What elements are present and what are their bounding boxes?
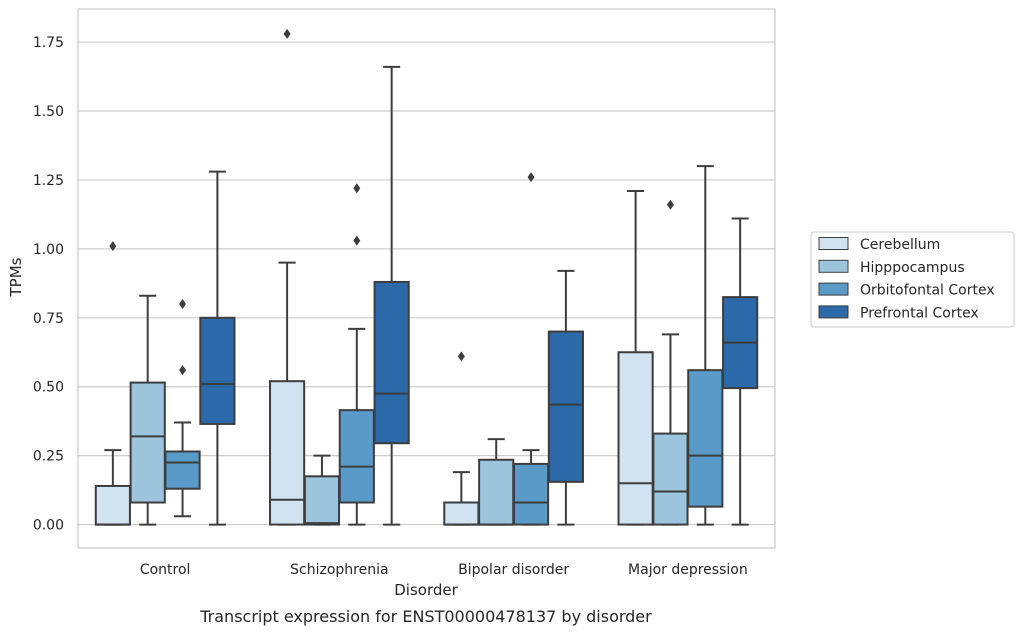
legend-swatch: [818, 259, 849, 273]
x-tick-label: Control: [140, 562, 191, 578]
y-axis-ticks: 0.00 0.25 0.50 0.75 1.00 1.25 1.50 1.75: [33, 35, 64, 533]
y-tick-label: 1.00: [33, 242, 64, 258]
outlier-point: [353, 183, 361, 194]
box-iqr: [617, 351, 654, 526]
box-hipppocampus: [652, 199, 689, 526]
y-tick-label: 1.75: [33, 35, 64, 51]
y-tick-label: 0.00: [33, 518, 64, 534]
box-iqr: [373, 280, 410, 445]
legend-frame: [810, 231, 1015, 328]
box-prefrontal-cortex: [373, 65, 410, 526]
outlier-point: [527, 172, 535, 183]
box-iqr: [164, 450, 201, 490]
box-prefrontal-cortex: [722, 217, 759, 526]
box-orbitofontal-cortex: [164, 299, 201, 518]
y-tick-label: 1.25: [33, 173, 64, 189]
outlier-point: [283, 28, 291, 39]
legend: Cerebellum Hipppocampus Orbitofontal Corte…: [810, 231, 1015, 328]
box-iqr: [303, 475, 341, 526]
outlier-point: [353, 235, 361, 246]
boxes: [94, 28, 759, 526]
y-tick-label: 0.25: [33, 449, 64, 465]
box-cerebellum: [94, 241, 131, 526]
box-orbitofontal-cortex: [687, 165, 724, 526]
y-tick-label: 1.50: [33, 104, 64, 120]
box-prefrontal-cortex: [199, 170, 236, 526]
x-tick-label: Schizophrenia: [290, 562, 388, 578]
y-axis-label: TPMs: [7, 257, 25, 297]
box-iqr: [512, 462, 550, 526]
legend-label: Prefrontal Cortex: [860, 305, 979, 321]
box-iqr: [547, 330, 584, 483]
box-prefrontal-cortex: [547, 269, 584, 526]
x-axis-label: Disorder: [394, 581, 458, 599]
box-hipppocampus: [478, 438, 515, 526]
outlier-point: [179, 365, 187, 376]
outlier-point: [666, 199, 674, 210]
x-tick-label: Major depression: [628, 562, 748, 578]
legend-label: Cerebellum: [860, 237, 940, 253]
box-iqr: [269, 380, 306, 526]
box-iqr: [94, 484, 131, 526]
y-tick-label: 0.75: [33, 311, 64, 327]
box-iqr: [199, 316, 236, 425]
box-hipppocampus: [303, 454, 341, 526]
box-iqr: [338, 409, 375, 504]
legend-swatch: [818, 305, 849, 319]
box-iqr: [129, 381, 166, 504]
y-tick-label: 0.50: [33, 380, 64, 396]
plot-area-frame: [77, 8, 776, 549]
box-cerebellum: [443, 351, 480, 526]
box-orbitofontal-cortex: [338, 183, 375, 526]
legend-swatch: [818, 282, 849, 296]
box-iqr: [687, 369, 724, 508]
box-cerebellum: [617, 189, 654, 526]
box-hipppocampus: [129, 294, 166, 526]
x-tick-label: Bipolar disorder: [458, 562, 569, 578]
legend-swatch: [818, 237, 849, 250]
box-cerebellum: [269, 28, 306, 526]
outlier-point: [179, 299, 187, 310]
box-orbitofontal-cortex: [512, 172, 550, 526]
legend-label: Orbitofontal Cortex: [860, 283, 995, 299]
x-axis-ticks: Control Schizophrenia Bipolar disorder Majo…: [140, 562, 748, 578]
legend-label: Hipppocampus: [860, 260, 965, 276]
box-iqr: [478, 458, 515, 526]
legend-items: Cerebellum Hipppocampus Orbitofontal Corte…: [818, 237, 995, 321]
box-iqr: [443, 501, 480, 526]
outlier-point: [109, 241, 117, 252]
box-iqr: [652, 432, 689, 526]
chart-caption: Transcript expression for ENST0000047813…: [199, 607, 652, 626]
outlier-point: [457, 351, 465, 362]
